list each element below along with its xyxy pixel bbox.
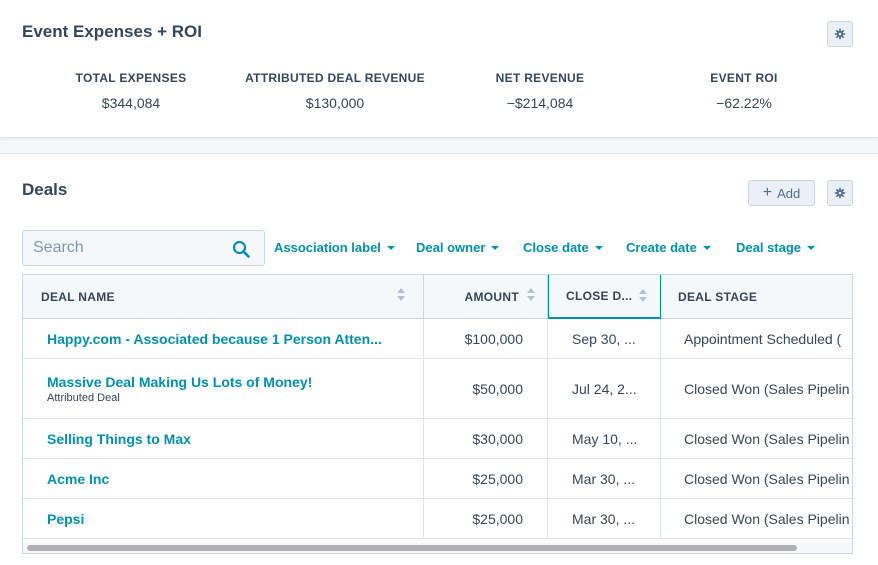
filter-close-date[interactable]: Close date bbox=[523, 240, 603, 255]
stat-net-revenue: NET REVENUE −$214,084 bbox=[480, 71, 600, 111]
deals-settings-button[interactable] bbox=[827, 180, 853, 206]
stat-label: ATTRIBUTED DEAL REVENUE bbox=[245, 71, 425, 85]
amount-cell: $50,000 bbox=[424, 359, 548, 418]
filter-deal-owner[interactable]: Deal owner bbox=[416, 240, 500, 255]
stat-label: NET REVENUE bbox=[495, 71, 585, 85]
filter-deal-stage[interactable]: Deal stage bbox=[736, 240, 816, 255]
deal-name-cell: Massive Deal Making Us Lots of Money! At… bbox=[23, 359, 424, 418]
deals-card: Deals + Add Association label Deal owner bbox=[0, 153, 878, 565]
deal-stage-cell: Closed Won (Sales Pipelin bbox=[684, 470, 850, 487]
deals-table: DEAL NAME AMOUNT CLOSE D... DEAL STAGE H… bbox=[22, 274, 853, 554]
deals-card-title: Deals bbox=[22, 180, 68, 199]
table-row: Acme Inc $25,000 Mar 30, ... Closed Won … bbox=[23, 459, 852, 499]
gear-icon bbox=[834, 187, 846, 199]
stat-value: −$214,084 bbox=[506, 95, 574, 111]
stat-label: TOTAL EXPENSES bbox=[75, 71, 187, 85]
add-deal-button[interactable]: + Add bbox=[748, 180, 815, 206]
amount-cell: $25,000 bbox=[424, 459, 548, 498]
deal-name-link[interactable]: Acme Inc bbox=[47, 470, 110, 487]
deal-name-link[interactable]: Selling Things to Max bbox=[47, 430, 191, 447]
deal-stage-cell: Closed Won (Sales Pipelin bbox=[684, 380, 850, 397]
deal-name-link[interactable]: Happy.com - Associated because 1 Person … bbox=[47, 330, 382, 347]
amount-cell: $30,000 bbox=[424, 419, 548, 458]
caret-down-icon bbox=[491, 245, 500, 250]
deal-stage-cell: Closed Won (Sales Pipelin bbox=[684, 430, 850, 447]
amount-cell: $25,000 bbox=[424, 499, 548, 538]
caret-down-icon bbox=[702, 245, 711, 250]
stat-total-expenses: TOTAL EXPENSES $344,084 bbox=[71, 71, 191, 111]
stat-label: EVENT ROI bbox=[710, 71, 778, 85]
deal-stage-cell: Closed Won (Sales Pipelin bbox=[684, 510, 850, 527]
table-row: Happy.com - Associated because 1 Person … bbox=[23, 319, 852, 359]
table-row: Massive Deal Making Us Lots of Money! At… bbox=[23, 359, 852, 419]
table-row: Pepsi $25,000 Mar 30, ... Closed Won (Sa… bbox=[23, 499, 852, 539]
deal-name-link[interactable]: Massive Deal Making Us Lots of Money! bbox=[47, 373, 313, 390]
close-date-cell: Jul 24, 2... bbox=[548, 359, 661, 418]
column-header-label: DEAL STAGE bbox=[678, 290, 758, 304]
table-header: DEAL NAME AMOUNT CLOSE D... DEAL STAGE bbox=[23, 275, 852, 319]
filter-label: Association label bbox=[274, 240, 381, 255]
stat-value: $130,000 bbox=[305, 95, 365, 111]
caret-down-icon bbox=[386, 245, 395, 250]
stat-value: −62.22% bbox=[716, 95, 772, 111]
deal-name-cell: Happy.com - Associated because 1 Person … bbox=[23, 319, 424, 358]
attributed-deal-tag: Attributed Deal bbox=[47, 391, 120, 404]
deals-search-box bbox=[22, 230, 265, 266]
filter-label: Deal stage bbox=[736, 240, 802, 255]
deal-stage-cell: Appointment Scheduled ( bbox=[684, 330, 842, 347]
add-button-label: Add bbox=[777, 185, 801, 201]
plus-icon: + bbox=[762, 184, 773, 201]
event-roi-card: Event Expenses + ROI TOTAL EXPENSES $344… bbox=[0, 0, 878, 138]
filter-label: Deal owner bbox=[416, 240, 486, 255]
stat-value: $344,084 bbox=[101, 95, 161, 111]
deal-name-cell: Selling Things to Max bbox=[23, 419, 424, 458]
table-row: Selling Things to Max $30,000 May 10, ..… bbox=[23, 419, 852, 459]
roi-settings-button[interactable] bbox=[827, 21, 853, 47]
column-header-close-date[interactable]: CLOSE D... bbox=[548, 275, 661, 319]
close-date-cell: May 10, ... bbox=[548, 419, 661, 458]
column-header-label: DEAL NAME bbox=[41, 290, 115, 304]
column-header-amount[interactable]: AMOUNT bbox=[424, 275, 548, 319]
roi-card-title: Event Expenses + ROI bbox=[22, 22, 202, 41]
close-date-cell: Sep 30, ... bbox=[548, 319, 661, 358]
filter-label: Close date bbox=[523, 240, 589, 255]
sort-icon[interactable] bbox=[639, 289, 647, 305]
column-header-label: AMOUNT bbox=[464, 290, 519, 304]
scrollbar-thumb[interactable] bbox=[27, 545, 797, 551]
column-header-deal-stage[interactable]: DEAL STAGE bbox=[661, 275, 852, 319]
filter-label: Create date bbox=[626, 240, 697, 255]
gear-icon bbox=[834, 28, 846, 40]
deal-name-link[interactable]: Pepsi bbox=[47, 510, 85, 527]
deal-name-cell: Acme Inc bbox=[23, 459, 424, 498]
sort-icon[interactable] bbox=[527, 288, 535, 304]
caret-down-icon bbox=[807, 245, 816, 250]
filter-association-label[interactable]: Association label bbox=[274, 240, 395, 255]
search-input[interactable] bbox=[23, 231, 223, 265]
stat-event-roi: EVENT ROI −62.22% bbox=[694, 71, 794, 111]
sort-icon[interactable] bbox=[397, 288, 405, 304]
stat-attributed-deal-revenue: ATTRIBUTED DEAL REVENUE $130,000 bbox=[240, 71, 430, 111]
amount-cell: $100,000 bbox=[424, 319, 548, 358]
horizontal-scrollbar[interactable] bbox=[23, 543, 852, 553]
search-icon[interactable] bbox=[232, 240, 250, 258]
caret-down-icon bbox=[594, 245, 603, 250]
column-header-label: CLOSE D... bbox=[566, 289, 633, 303]
column-header-deal-name[interactable]: DEAL NAME bbox=[23, 275, 424, 319]
close-date-cell: Mar 30, ... bbox=[548, 459, 661, 498]
filter-create-date[interactable]: Create date bbox=[626, 240, 711, 255]
deal-name-cell: Pepsi bbox=[23, 499, 424, 538]
close-date-cell: Mar 30, ... bbox=[548, 499, 661, 538]
